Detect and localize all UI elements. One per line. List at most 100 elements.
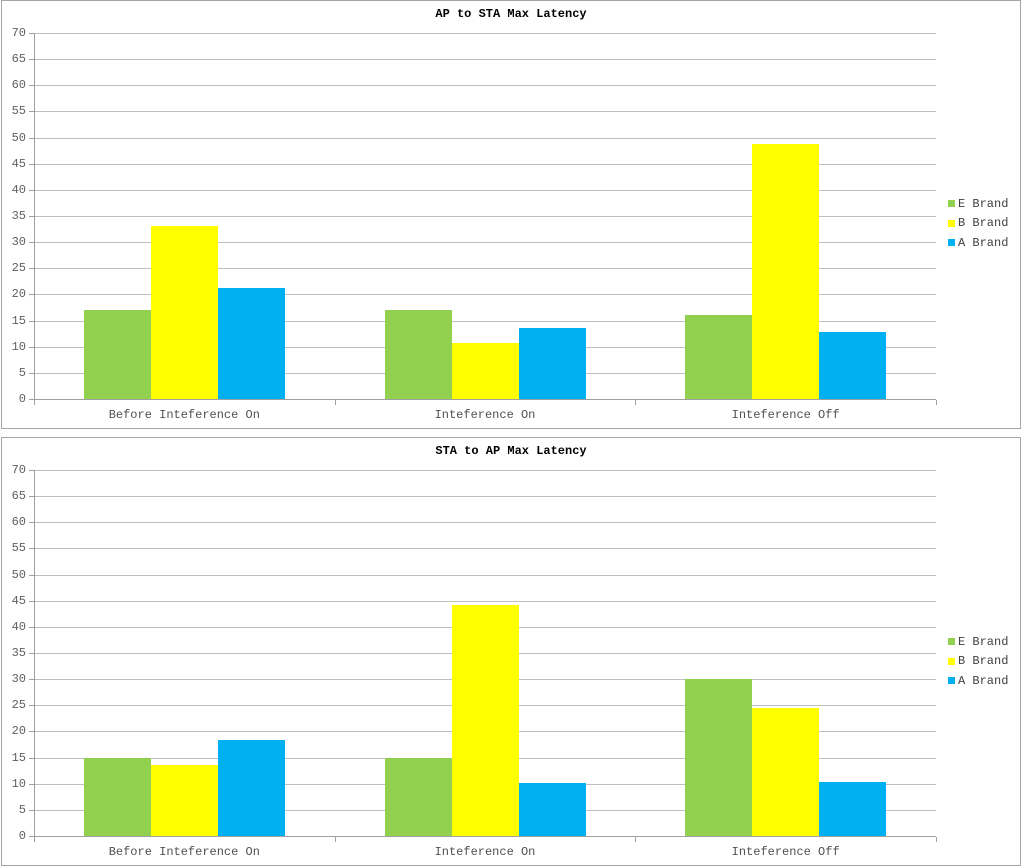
gridline xyxy=(34,268,936,270)
x-category-label: Inteference Off xyxy=(731,845,840,859)
gridline xyxy=(34,137,936,139)
bar-e-brand xyxy=(685,315,753,399)
gridline xyxy=(34,189,936,191)
bar-b-brand xyxy=(150,226,218,399)
y-tick xyxy=(29,626,34,628)
legend: E Brand B Brand A Brand xyxy=(948,632,1008,691)
y-tick xyxy=(29,783,34,785)
legend-label: A Brand xyxy=(958,235,1009,250)
y-tick-label: 40 xyxy=(11,182,26,197)
y-tick xyxy=(29,59,34,61)
y-tick xyxy=(29,163,34,165)
bar-a-brand xyxy=(217,740,285,836)
bar-a-brand xyxy=(518,328,586,399)
legend-label: A Brand xyxy=(958,673,1009,688)
y-tick xyxy=(29,137,34,139)
y-tick-label: 70 xyxy=(11,463,26,477)
y-tick xyxy=(29,372,34,374)
legend-label: B Brand xyxy=(958,216,1009,231)
y-tick-label: 20 xyxy=(11,724,26,739)
gridline xyxy=(34,33,936,34)
legend-swatch-icon xyxy=(948,638,955,646)
y-tick-label: 10 xyxy=(11,339,26,354)
y-tick xyxy=(29,679,34,681)
gridline xyxy=(34,600,936,602)
y-tick xyxy=(29,189,34,191)
legend-swatch-icon xyxy=(948,239,955,247)
gridline xyxy=(34,163,936,165)
legend-label: E Brand xyxy=(958,634,1009,649)
y-tick-label: 50 xyxy=(11,567,26,582)
bar-e-brand xyxy=(384,757,452,836)
bar-a-brand xyxy=(819,782,887,836)
y-tick xyxy=(29,470,34,471)
x-category-label: Before Inteference On xyxy=(108,845,260,859)
y-tick-label: 15 xyxy=(11,313,26,328)
legend-item: A Brand xyxy=(948,233,1008,253)
gridline xyxy=(34,294,936,296)
y-tick xyxy=(29,836,34,837)
y-tick-label: 45 xyxy=(11,593,26,608)
legend-swatch-icon xyxy=(948,200,955,208)
y-tick-label: 60 xyxy=(11,78,26,93)
gridline xyxy=(34,574,936,576)
y-tick xyxy=(29,242,34,244)
y-tick-label: 35 xyxy=(11,646,26,660)
x-tick xyxy=(936,400,937,405)
x-category-label: Inteference On xyxy=(434,408,536,422)
y-tick-label: 5 xyxy=(18,802,26,817)
bar-a-brand xyxy=(819,332,887,399)
y-tick-label: 50 xyxy=(11,130,26,145)
legend-label: B Brand xyxy=(958,654,1009,669)
gridline xyxy=(34,59,936,61)
y-tick-label: 0 xyxy=(18,392,26,406)
y-tick xyxy=(29,548,34,550)
bar-b-brand xyxy=(451,605,519,836)
y-axis xyxy=(34,33,35,400)
x-tick xyxy=(34,837,35,842)
y-tick-label: 15 xyxy=(11,750,26,765)
y-tick-label: 30 xyxy=(11,672,26,687)
gridline xyxy=(34,320,936,322)
y-tick xyxy=(29,268,34,270)
x-tick xyxy=(936,837,937,842)
y-tick-label: 70 xyxy=(11,26,26,40)
legend-swatch-icon xyxy=(948,219,955,227)
y-tick-label: 30 xyxy=(11,235,26,250)
bar-b-brand xyxy=(752,143,820,399)
y-tick xyxy=(29,705,34,707)
chart-panel-sta-to-ap: STA to AP Max Latency 0 5 10 15 20 25 30 35 40 45… xyxy=(1,437,1021,866)
plot-area: 0 5 10 15 20 25 30 35 40 45 50 55 60 65 70 Before Intef… xyxy=(12,464,937,859)
y-tick-label: 20 xyxy=(11,287,26,302)
y-tick xyxy=(29,522,34,524)
y-tick-label: 0 xyxy=(18,829,26,843)
chart-title: AP to STA Max Latency xyxy=(435,7,587,21)
y-tick-label: 65 xyxy=(11,489,26,504)
bar-b-brand xyxy=(150,764,218,836)
y-tick xyxy=(29,85,34,87)
bar-b-brand xyxy=(451,342,519,399)
gridline xyxy=(34,242,936,244)
plot-area: 0 5 10 15 20 25 30 35 40 45 50 55 60 65 70 Before Intef… xyxy=(12,27,937,422)
y-tick xyxy=(29,600,34,602)
y-tick-label: 25 xyxy=(11,698,26,713)
x-tick xyxy=(335,837,336,842)
bar-a-brand xyxy=(518,782,586,836)
y-tick xyxy=(29,294,34,296)
y-tick xyxy=(29,757,34,759)
gridline xyxy=(34,496,936,498)
y-tick-label: 5 xyxy=(18,365,26,380)
gridline xyxy=(34,85,936,87)
y-tick-label: 40 xyxy=(11,619,26,634)
gridline xyxy=(34,522,936,524)
x-axis xyxy=(34,399,936,400)
x-tick xyxy=(335,400,336,405)
x-category-label: Before Inteference On xyxy=(108,408,260,422)
y-tick xyxy=(29,320,34,322)
x-category-label: Inteference On xyxy=(434,845,536,859)
y-tick xyxy=(29,496,34,498)
y-tick xyxy=(29,653,34,654)
x-tick xyxy=(635,837,636,842)
bar-a-brand xyxy=(217,288,285,399)
legend-item: E Brand xyxy=(948,632,1008,652)
